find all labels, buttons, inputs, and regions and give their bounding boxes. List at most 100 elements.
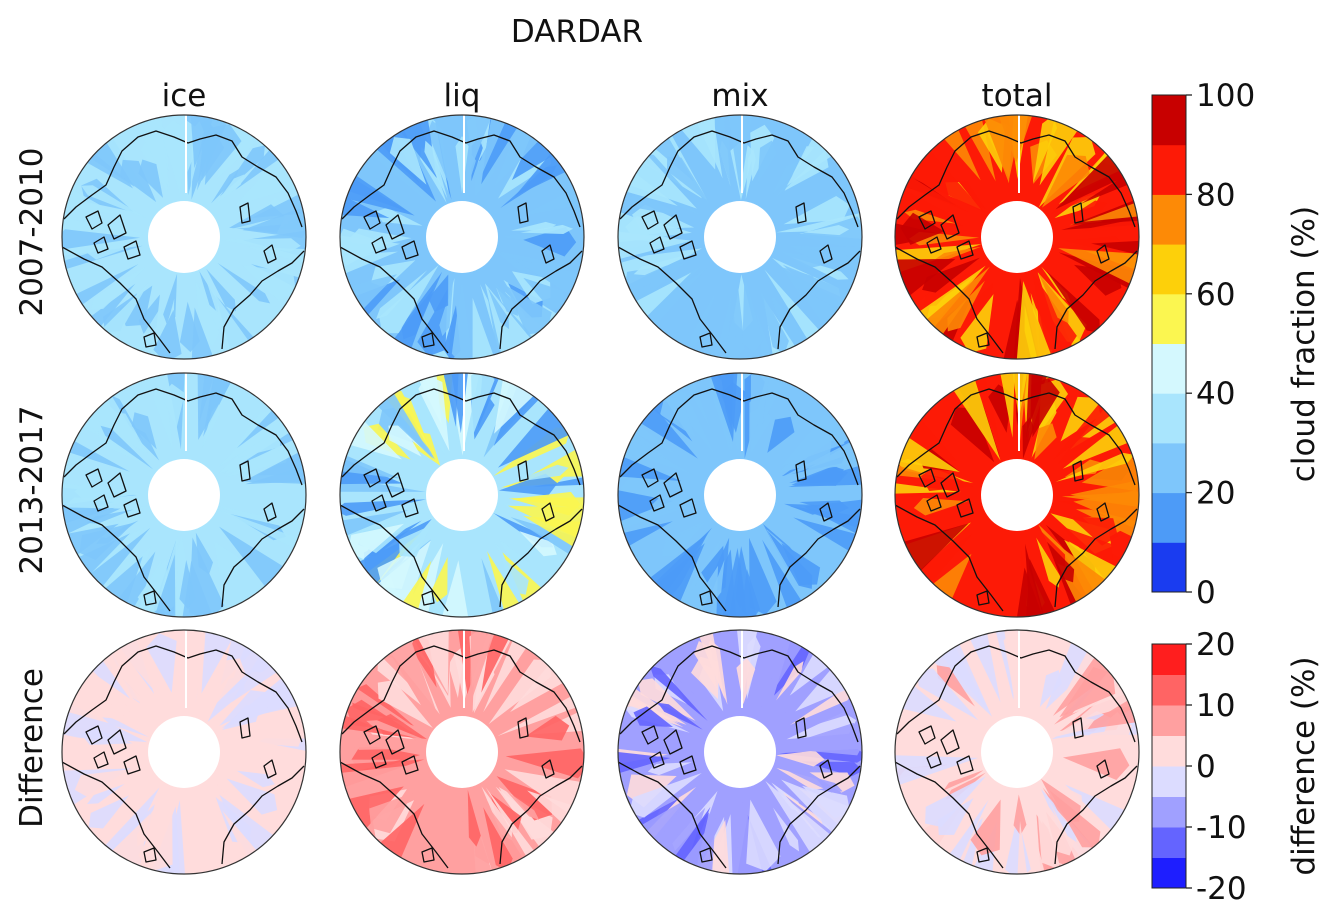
field-patch [728, 115, 752, 192]
field-patch [1058, 252, 1139, 292]
coastline [896, 130, 1136, 228]
field-patch [1062, 748, 1130, 780]
field-patch [793, 517, 862, 569]
pole-hole [426, 201, 498, 273]
field-patch [1081, 454, 1139, 492]
field-patch [660, 397, 696, 438]
field-patch [74, 768, 137, 798]
field-patch [1036, 537, 1061, 588]
coastline [895, 246, 1004, 354]
field-patch [201, 134, 225, 182]
field-patch [1024, 657, 1035, 702]
colorbar-diff-tick-label: 10 [1196, 688, 1235, 724]
coastline-island [795, 460, 807, 482]
colorbar-main-frame [1151, 94, 1187, 593]
coastline-island [795, 717, 807, 739]
coastline-island [956, 498, 974, 518]
field-patch [803, 224, 850, 236]
coastline-island [263, 759, 277, 779]
field-patch [350, 684, 414, 726]
pole-hole [981, 716, 1053, 788]
coastline [895, 504, 1004, 612]
field-patch [746, 799, 781, 872]
field-patch [71, 264, 139, 304]
field-patch [895, 754, 979, 788]
field-patch [895, 216, 947, 251]
field-patch [219, 526, 292, 594]
field-patch [925, 776, 987, 827]
coastline-island [641, 725, 659, 745]
field-patch [439, 283, 453, 337]
coastline-island [541, 244, 555, 264]
colorbar-main-swatch [1152, 194, 1186, 245]
field-patch [102, 717, 149, 738]
field-patch [696, 630, 725, 700]
field-patch [1009, 567, 1060, 617]
field-patch [1032, 115, 1058, 183]
map-boundary [894, 114, 1140, 360]
field-patch [1041, 154, 1090, 208]
coastline [63, 130, 303, 228]
field-patch [1015, 820, 1033, 874]
colorbar-main-swatch [1152, 95, 1186, 146]
field-patch [217, 509, 306, 550]
field-patch [511, 257, 581, 293]
field-patch [781, 267, 816, 295]
coastline-island [1096, 759, 1110, 779]
field-patch [377, 680, 433, 728]
field-patch [418, 375, 450, 452]
field-patch [519, 531, 557, 557]
field-patch [340, 764, 419, 800]
field-patch [1046, 541, 1075, 583]
field-patch [340, 455, 401, 479]
field-patch [1047, 798, 1077, 843]
field-patch [1080, 160, 1139, 204]
field-patch [182, 821, 204, 874]
field-patch [238, 412, 306, 466]
field-patch [135, 427, 160, 461]
field-patch [146, 633, 177, 693]
coastline [499, 765, 583, 865]
coastline-island [143, 847, 157, 863]
coastline-island [1072, 717, 1084, 739]
field-patch [633, 252, 698, 276]
field-patch [1048, 789, 1101, 848]
field-patch [1091, 239, 1139, 260]
pole-hole [426, 716, 498, 788]
field-patch [451, 279, 472, 359]
field-patch [62, 229, 141, 250]
field-patch [948, 799, 989, 868]
coastline [62, 761, 171, 869]
colorbar-main-swatch [1152, 442, 1186, 494]
field-patch [1036, 790, 1075, 856]
coastline-island [371, 751, 387, 769]
field-patch [217, 262, 271, 304]
coastline [340, 761, 449, 869]
coastline-island [819, 502, 833, 522]
field-patch [84, 527, 145, 580]
map-panel-difference-mix [617, 629, 863, 875]
pole-hole [704, 716, 776, 788]
field-patch [201, 403, 220, 449]
field-patch [749, 393, 766, 447]
field-patch [776, 767, 824, 790]
coastline-island [663, 729, 683, 755]
field-patch [895, 258, 956, 296]
coastline-island [123, 240, 141, 260]
field-patch [639, 267, 707, 330]
coastline-island [976, 332, 990, 348]
map-boundary [894, 372, 1140, 618]
field-patch [765, 780, 839, 862]
coastline-island [918, 468, 936, 488]
colorbar-diff-swatch [1152, 766, 1186, 797]
field-patch [189, 537, 225, 617]
map-panel-2013-2017-total [894, 372, 1140, 618]
field-patch [776, 750, 825, 767]
field-patch [427, 120, 448, 182]
field-patch [781, 543, 821, 585]
colorbar-diff-swatch [1152, 644, 1186, 675]
coastline-island [956, 240, 974, 260]
coastline [499, 250, 583, 350]
field-patch [471, 373, 495, 437]
coastline-island [363, 210, 381, 230]
